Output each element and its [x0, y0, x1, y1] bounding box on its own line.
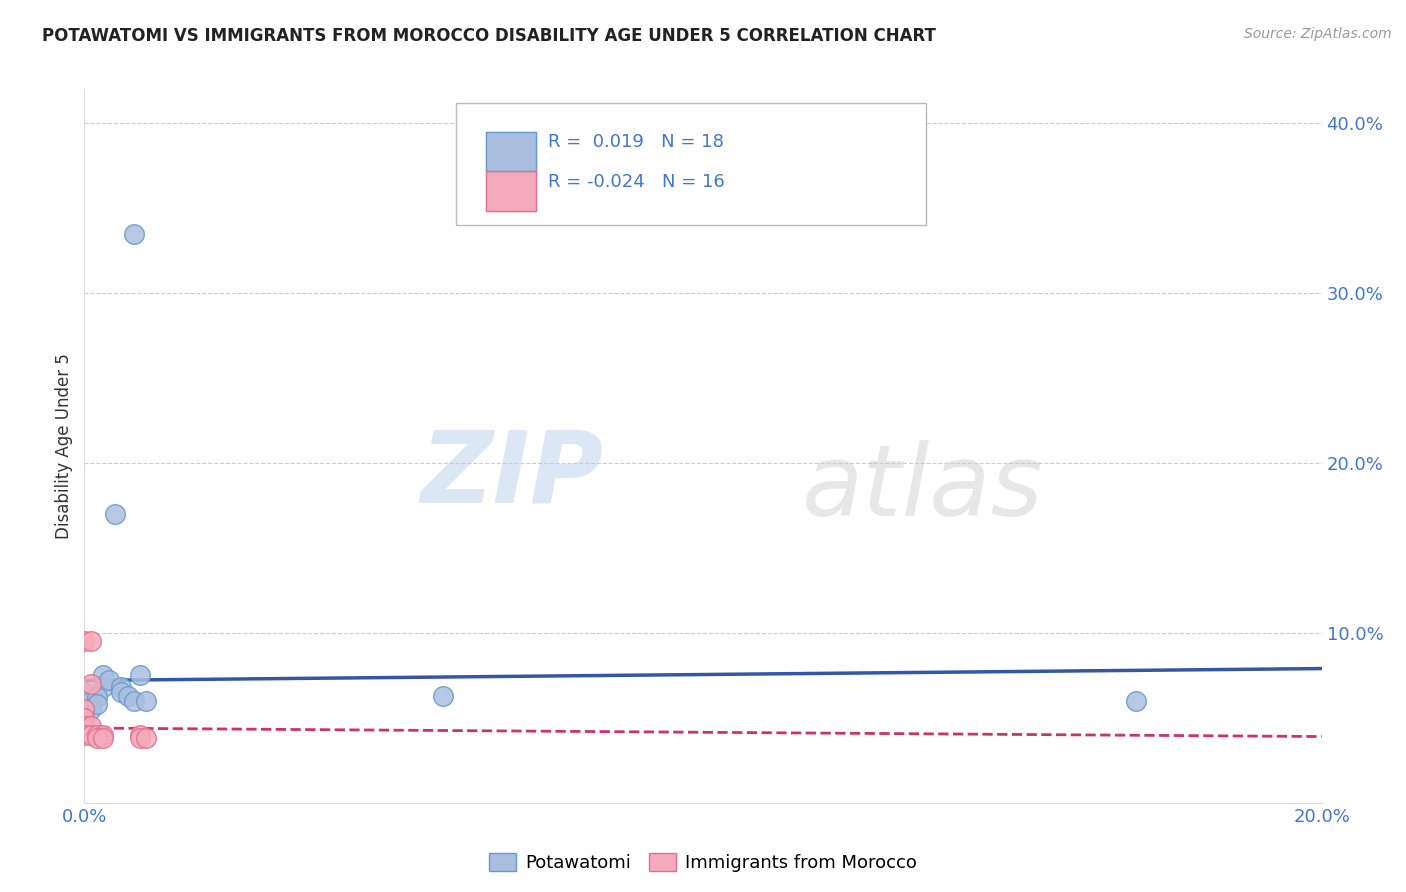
Point: [104, 507, 127, 521]
Point: [98, 673, 121, 688]
Point: [79, 702, 101, 716]
Legend: Potawatomi, Immigrants from Morocco: Potawatomi, Immigrants from Morocco: [482, 846, 924, 880]
Y-axis label: Disability Age Under 5: Disability Age Under 5: [55, 353, 73, 539]
Text: POTAWATOMI VS IMMIGRANTS FROM MOROCCO DISABILITY AGE UNDER 5 CORRELATION CHART: POTAWATOMI VS IMMIGRANTS FROM MOROCCO DI…: [42, 27, 936, 45]
Point: [86, 731, 108, 746]
Point: [117, 689, 139, 703]
Point: [110, 685, 132, 699]
Point: [79, 677, 101, 691]
Point: [135, 694, 157, 708]
Text: ZIP: ZIP: [420, 426, 605, 523]
Point: [1125, 694, 1147, 708]
Text: atlas: atlas: [801, 441, 1043, 537]
Point: [79, 694, 101, 708]
Point: [79, 728, 101, 742]
Point: [73, 728, 96, 742]
Point: [79, 719, 101, 733]
Text: R =  0.019   N = 18: R = 0.019 N = 18: [548, 134, 724, 152]
Point: [86, 728, 108, 742]
Point: [79, 634, 101, 648]
Point: [122, 694, 145, 708]
Point: [110, 680, 132, 694]
Point: [91, 668, 114, 682]
Point: [129, 668, 152, 682]
Point: [73, 711, 96, 725]
Point: [86, 698, 108, 712]
Point: [86, 690, 108, 705]
Point: [73, 719, 96, 733]
Point: [129, 731, 152, 746]
Bar: [486, 171, 536, 211]
Bar: [486, 171, 536, 211]
Text: Source: ZipAtlas.com: Source: ZipAtlas.com: [1244, 27, 1392, 41]
FancyBboxPatch shape: [456, 103, 925, 225]
Point: [73, 702, 96, 716]
Point: [432, 689, 454, 703]
Text: R = -0.024   N = 16: R = -0.024 N = 16: [548, 173, 725, 191]
Bar: [486, 132, 536, 171]
Point: [135, 731, 157, 746]
Point: [122, 227, 145, 241]
Bar: [486, 132, 536, 171]
Point: [73, 685, 96, 699]
Point: [73, 634, 96, 648]
Point: [129, 728, 152, 742]
Point: [91, 728, 114, 742]
Point: [91, 731, 114, 746]
Point: [91, 680, 114, 694]
